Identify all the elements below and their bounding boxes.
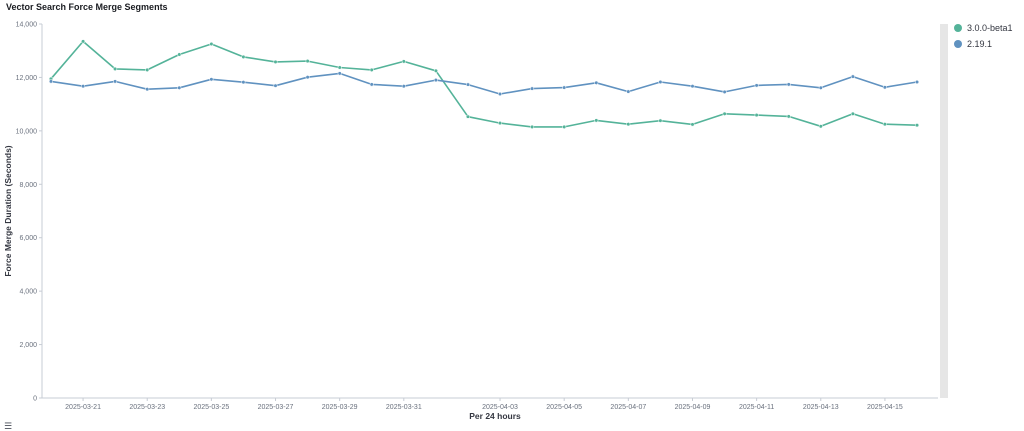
series-layer [48,39,920,129]
x-tick-label: 2025-03-21 [65,404,101,411]
x-tick-label: 2025-03-27 [258,404,294,411]
data-point-series-2[interactable] [337,71,342,76]
data-point-series-2[interactable] [145,87,150,92]
x-tick-label: 2025-04-07 [610,404,646,411]
data-point-series-1[interactable] [722,111,727,116]
x-tick-label: 2025-03-31 [386,404,422,411]
x-tick-label: 2025-04-09 [675,404,711,411]
data-point-series-2[interactable] [401,84,406,89]
data-point-series-2[interactable] [273,83,278,88]
y-axis-ticks: 0 2,000 4,000 6,000 8,000 10,000 12,000 14,000 [16,22,42,403]
data-point-series-1[interactable] [497,121,503,126]
data-point-series-2[interactable] [786,82,791,87]
data-point-series-2[interactable] [818,85,823,90]
data-point-series-2[interactable] [882,85,887,90]
legend-swatch-series-1 [954,24,962,32]
data-point-series-1[interactable] [145,67,150,72]
data-point-series-2[interactable] [433,78,438,83]
data-point-series-1[interactable] [369,67,374,72]
x-tick-label: 2025-03-23 [129,404,165,411]
data-point-series-1[interactable] [401,59,406,64]
data-point-series-1[interactable] [433,68,438,73]
data-point-series-1[interactable] [818,124,823,129]
data-point-series-1[interactable] [209,41,214,47]
x-tick-label: 2025-04-13 [803,404,839,411]
y-tick-label: 12,000 [16,75,38,82]
legend-item-series-2[interactable]: 2.19.1 [954,36,1013,52]
data-point-series-1[interactable] [273,59,278,64]
series-line-2 [50,72,918,95]
data-point-series-1[interactable] [113,66,118,71]
data-point-series-2[interactable] [113,79,118,84]
data-point-series-1[interactable] [305,59,310,64]
legend-swatch-series-2 [954,40,962,48]
x-tick-label: 2025-04-11 [739,404,774,411]
data-point-series-2[interactable] [48,79,54,84]
data-point-series-2[interactable] [658,79,663,85]
legend-item-series-1[interactable]: 3.0.0-beta1 [954,20,1013,36]
data-point-series-1[interactable] [914,123,920,128]
series-line-1 [50,40,918,128]
data-point-series-2[interactable] [305,75,310,80]
data-point-series-2[interactable] [209,77,214,82]
data-point-series-2[interactable] [850,74,855,79]
y-axis-title: Force Merge Duration (Seconds) [3,145,13,276]
data-point-series-2[interactable] [177,85,182,90]
y-tick-label: 10,000 [16,128,38,135]
y-tick-label: 14,000 [16,22,38,29]
data-point-series-1[interactable] [658,118,663,123]
data-point-series-2[interactable] [369,82,374,87]
y-tick-label: 4,000 [19,289,37,296]
x-axis-title: Per 24 hours [469,411,521,421]
list-icon[interactable]: ☰ [3,421,13,431]
data-point-series-1[interactable] [177,52,182,57]
legend-scrollbar[interactable] [940,24,948,398]
data-point-series-2[interactable] [914,79,920,85]
data-point-series-2[interactable] [497,91,503,97]
legend-label-series-1: 3.0.0-beta1 [967,23,1013,33]
data-point-series-2[interactable] [562,85,567,90]
data-point-series-2[interactable] [465,82,471,87]
data-point-series-1[interactable] [754,113,759,118]
data-point-series-2[interactable] [81,84,86,89]
y-tick-label: 6,000 [19,235,37,242]
data-point-series-2[interactable] [754,83,759,88]
data-point-series-1[interactable] [690,122,695,127]
legend: 3.0.0-beta1 2.19.1 [954,20,1013,52]
data-point-series-2[interactable] [530,86,535,91]
data-point-series-1[interactable] [786,114,791,119]
data-point-series-1[interactable] [594,118,599,123]
x-tick-label: 2025-04-15 [867,404,903,411]
x-tick-label: 2025-03-25 [193,404,229,411]
data-point-series-1[interactable] [530,124,535,129]
x-tick-label: 2025-04-03 [482,404,518,411]
y-tick-label: 2,000 [19,342,37,349]
data-point-series-1[interactable] [81,39,86,44]
x-axis-ticks: 2025-03-21 2025-03-23 2025-03-25 2025-03-27… [65,398,903,411]
data-point-series-2[interactable] [626,89,631,94]
chart-title: Vector Search Force Merge Segments [6,2,168,12]
data-point-series-1[interactable] [562,124,567,129]
data-point-series-1[interactable] [850,111,855,116]
data-point-series-1[interactable] [465,114,471,119]
data-point-series-1[interactable] [337,65,342,70]
data-point-series-2[interactable] [241,80,246,85]
y-tick-label: 8,000 [19,182,37,189]
data-point-series-1[interactable] [241,54,246,59]
legend-label-series-2: 2.19.1 [967,39,993,49]
y-tick-label: 0 [33,396,37,403]
data-point-series-2[interactable] [722,89,727,94]
x-tick-label: 2025-04-05 [546,404,582,411]
data-point-series-1[interactable] [882,122,887,127]
data-point-series-2[interactable] [594,80,599,85]
data-point-series-1[interactable] [626,122,631,127]
x-tick-label: 2025-03-29 [322,404,358,411]
data-point-series-2[interactable] [690,84,695,89]
